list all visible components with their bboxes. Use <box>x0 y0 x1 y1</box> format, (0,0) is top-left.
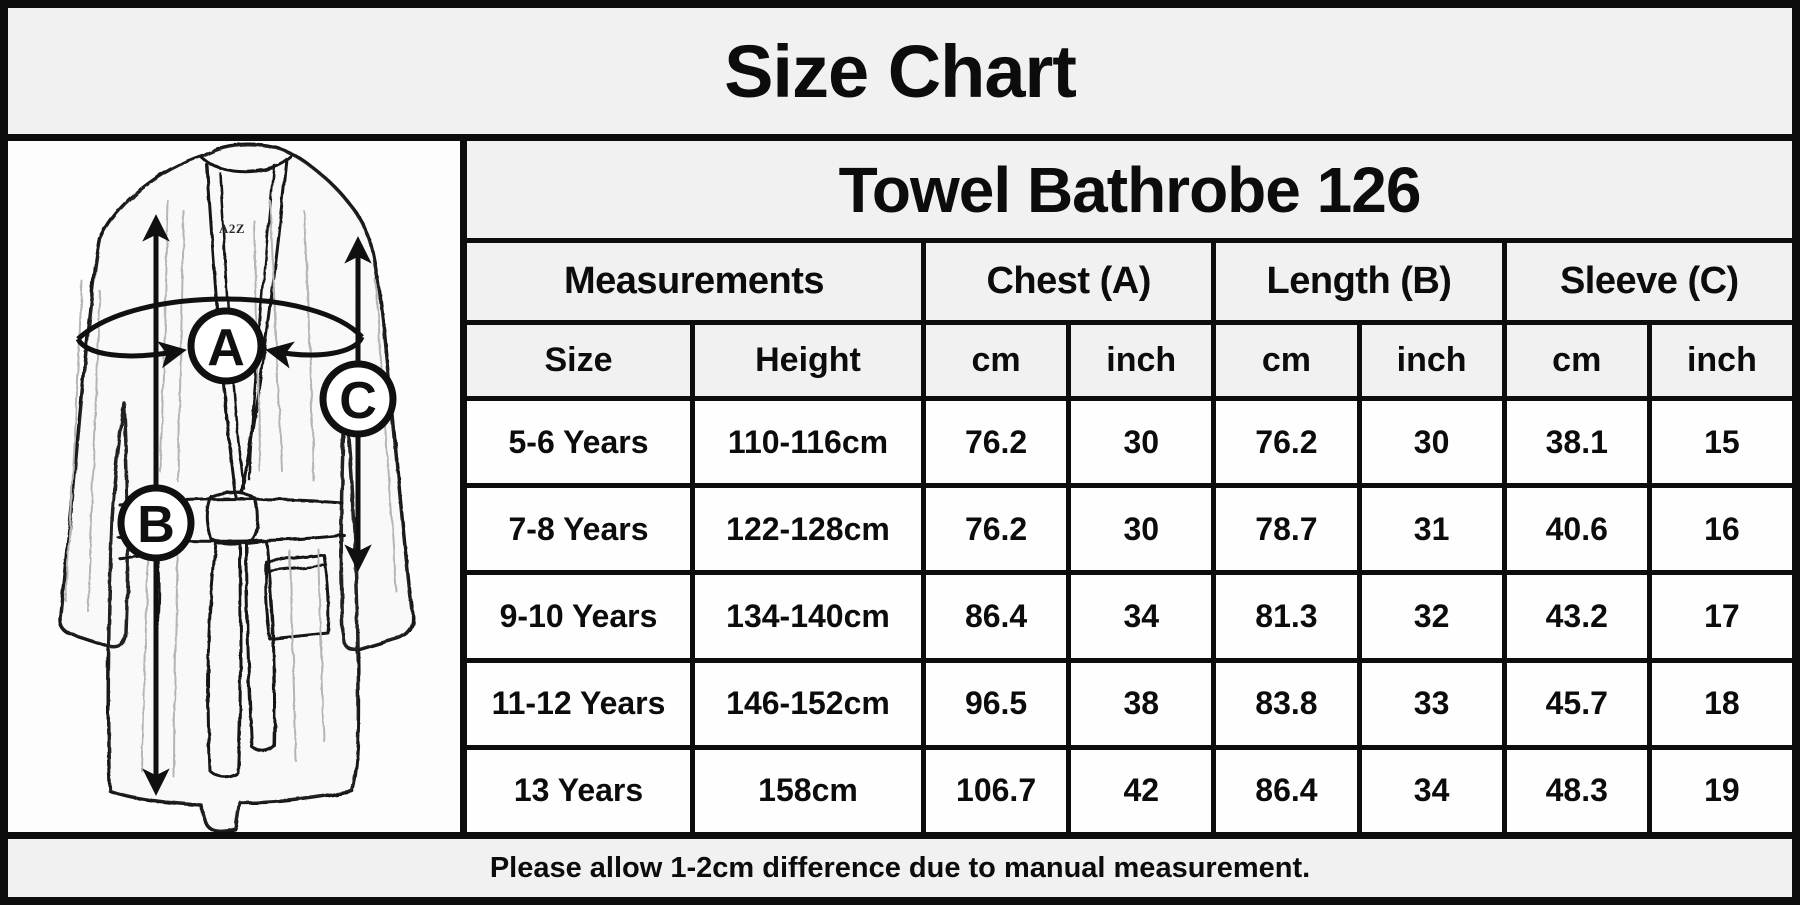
size-table-cell-r1-c2: 76.2 <box>926 488 1067 571</box>
size-table-cell-r2-c3: 34 <box>1071 575 1212 658</box>
column-header-sleeve-inch: inch <box>1651 325 1792 396</box>
size-table-cell-r2-c6: 43.2 <box>1506 575 1647 658</box>
group-header-measurements: Measurements <box>467 243 921 320</box>
length-label-badge: B <box>117 484 195 562</box>
size-table-cell-r4-c3: 42 <box>1071 749 1212 832</box>
size-table-cell-r3-c4: 83.8 <box>1216 662 1357 745</box>
size-table-cell-r2-c7: 17 <box>1651 575 1792 658</box>
group-header-sleeve: Sleeve (C) <box>1506 243 1792 320</box>
size-table-cell-r0-c3: 30 <box>1071 401 1212 484</box>
size-table-cell-r3-c1: 146-152cm <box>695 662 921 745</box>
column-header-length-cm: cm <box>1216 325 1357 396</box>
size-table-cell-r0-c0: 5-6 Years <box>467 401 690 484</box>
size-table-cell-r1-c1: 122-128cm <box>695 488 921 571</box>
column-header-sleeve-cm: cm <box>1506 325 1647 396</box>
size-table-cell-r0-c2: 76.2 <box>926 401 1067 484</box>
sleeve-label: C <box>339 372 377 430</box>
size-table-cell-r2-c5: 32 <box>1361 575 1502 658</box>
sleeve-label-badge: C <box>319 360 397 438</box>
size-table-cell-r0-c6: 38.1 <box>1506 401 1647 484</box>
size-table-cell-r4-c0: 13 Years <box>467 749 690 832</box>
size-table-cell-r0-c4: 76.2 <box>1216 401 1357 484</box>
size-table-cell-r3-c7: 18 <box>1651 662 1792 745</box>
size-table-cell-r4-c2: 106.7 <box>926 749 1067 832</box>
page-title: Size Chart <box>724 29 1077 113</box>
size-table-cell-r2-c0: 9-10 Years <box>467 575 690 658</box>
size-table-cell-r3-c5: 33 <box>1361 662 1502 745</box>
size-table-cell-r3-c6: 45.7 <box>1506 662 1647 745</box>
size-table-cell-r2-c2: 86.4 <box>926 575 1067 658</box>
size-table-cell-r0-c1: 110-116cm <box>695 401 921 484</box>
size-table-cell-r1-c5: 31 <box>1361 488 1502 571</box>
size-table-cell-r1-c0: 7-8 Years <box>467 488 690 571</box>
size-table-cell-r3-c2: 96.5 <box>926 662 1067 745</box>
product-title: Towel Bathrobe 126 <box>467 141 1792 238</box>
size-table-cell-r4-c6: 48.3 <box>1506 749 1647 832</box>
title-band: Size Chart <box>8 8 1792 134</box>
column-header-height: Height <box>695 325 921 396</box>
size-table-cell-r3-c0: 11-12 Years <box>467 662 690 745</box>
column-header-size: Size <box>467 325 690 396</box>
size-table: Towel Bathrobe 126 Measurements Chest (A… <box>467 141 1792 832</box>
column-header-chest-cm: cm <box>926 325 1067 396</box>
column-header-chest-inch: inch <box>1071 325 1212 396</box>
length-label: B <box>137 496 175 554</box>
size-table-cell-r4-c5: 34 <box>1361 749 1502 832</box>
chest-arrow <box>75 296 365 369</box>
group-header-chest: Chest (A) <box>926 243 1212 320</box>
column-header-length-inch: inch <box>1361 325 1502 396</box>
measurement-note: Please allow 1-2cm difference due to man… <box>489 851 1311 884</box>
size-table-cell-r4-c4: 86.4 <box>1216 749 1357 832</box>
size-table-cell-r0-c7: 15 <box>1651 401 1792 484</box>
content-row: A2Z A <box>8 141 1792 832</box>
size-table-cell-r4-c1: 158cm <box>695 749 921 832</box>
size-table-cell-r1-c6: 40.6 <box>1506 488 1647 571</box>
size-table-cell-r1-c7: 16 <box>1651 488 1792 571</box>
size-table-cell-r1-c4: 78.7 <box>1216 488 1357 571</box>
size-table-cell-r1-c3: 30 <box>1071 488 1212 571</box>
size-table-cell-r0-c5: 30 <box>1361 401 1502 484</box>
size-table-cell-r3-c3: 38 <box>1071 662 1212 745</box>
size-table-cell-r2-c1: 134-140cm <box>695 575 921 658</box>
bathrobe-diagram-panel: A2Z A <box>8 141 460 832</box>
brand-tag: A2Z <box>219 221 245 236</box>
group-header-length: Length (B) <box>1216 243 1502 320</box>
chest-label: A <box>207 319 245 377</box>
size-table-cell-r4-c7: 19 <box>1651 749 1792 832</box>
size-table-cell-r2-c4: 81.3 <box>1216 575 1357 658</box>
chest-label-badge: A <box>187 307 265 385</box>
footer-band: Please allow 1-2cm difference due to man… <box>8 839 1792 897</box>
bathrobe-illustration: A2Z A <box>58 142 415 832</box>
